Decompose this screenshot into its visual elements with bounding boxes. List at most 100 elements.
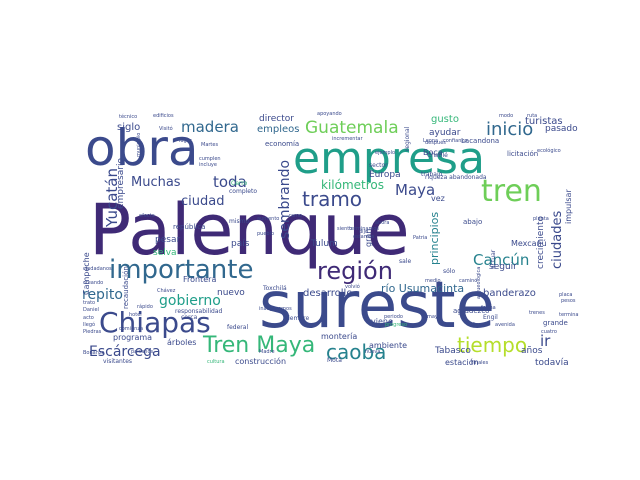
word: estación <box>445 358 479 367</box>
word: sector <box>369 162 388 169</box>
word: forma <box>481 305 496 311</box>
word: completo <box>229 188 258 195</box>
word: Frontera <box>183 275 217 284</box>
word: turistas <box>525 116 563 127</box>
word: Chablé <box>427 152 448 159</box>
word: Mexcanú <box>511 239 547 248</box>
word: incrementar <box>332 136 363 142</box>
word: desarrollo <box>303 288 353 299</box>
word: empresa <box>293 133 485 184</box>
word: tramo <box>302 187 363 211</box>
word: Boca <box>423 148 443 157</box>
word: edificios <box>153 113 174 119</box>
word: agradezco <box>453 307 490 315</box>
word: gobierno <box>159 293 221 309</box>
word: Tren Maya <box>203 333 316 358</box>
word: Escárcega <box>89 344 161 360</box>
word: caoba <box>326 340 387 364</box>
word: años <box>521 346 543 356</box>
word: banderazo <box>483 288 536 299</box>
word: Cerro <box>231 180 248 187</box>
word: Chávez <box>157 288 176 294</box>
word: selva <box>153 248 177 258</box>
word: técnico <box>119 114 138 120</box>
word: Toxchilá <box>263 285 287 292</box>
word: Visitó <box>159 126 173 132</box>
word: volvió <box>345 284 360 290</box>
word: principios <box>428 211 441 265</box>
word: construcción <box>235 357 287 366</box>
word: seguir <box>489 262 517 272</box>
word: sale <box>399 258 412 265</box>
word: tiempo <box>457 333 528 357</box>
word: acto <box>83 315 94 321</box>
word: Europa <box>369 170 401 180</box>
word: cuatro <box>541 329 557 335</box>
word: Bonanza <box>83 350 105 356</box>
word: mayo <box>427 314 441 320</box>
word: licitación <box>507 150 539 158</box>
word: montería <box>321 332 358 341</box>
word: Maya <box>395 181 436 199</box>
word: después <box>425 140 446 146</box>
word: progreso <box>385 322 408 328</box>
word: Madre <box>259 349 275 355</box>
word: medio <box>425 278 441 284</box>
word: ayudar <box>429 128 461 138</box>
word: pesos <box>561 298 576 304</box>
word: ambiente <box>369 341 408 350</box>
word: efecto <box>139 213 155 219</box>
word: rápido <box>137 304 153 310</box>
word: federal <box>227 324 249 331</box>
word: creando <box>83 280 104 286</box>
word: obra <box>85 119 199 177</box>
word: sólo <box>443 268 456 275</box>
word: actuar <box>490 249 497 269</box>
word: viene <box>371 317 393 326</box>
word: nueva <box>365 349 381 355</box>
word: cumplen <box>199 156 221 162</box>
word: región <box>317 257 393 285</box>
word: árboles <box>167 338 197 347</box>
word: cultura <box>207 359 225 365</box>
word: Tabasco <box>435 346 471 356</box>
word: Finales <box>471 360 489 366</box>
word: regional <box>404 126 411 151</box>
word: terminar <box>559 312 579 318</box>
word: kilómetros <box>321 178 384 192</box>
word: trenes <box>529 310 545 316</box>
word: responsabilidad <box>175 308 223 315</box>
word: siempre <box>285 315 310 322</box>
word: riqueza abandonada <box>425 174 487 181</box>
word: Leona <box>423 138 439 144</box>
word: empleos <box>257 124 300 135</box>
word: lugar <box>179 138 192 144</box>
word: programa <box>113 333 153 342</box>
word: aumento <box>257 216 280 222</box>
word: Cancún <box>473 251 530 269</box>
word: país <box>231 239 250 249</box>
word: Muchas <box>131 175 181 190</box>
word: ramo <box>289 213 303 219</box>
word: inauguremos <box>259 306 292 312</box>
word: Tulum <box>311 239 338 249</box>
word: estamos <box>353 234 375 240</box>
word: apoyando <box>317 111 342 117</box>
word: nuevo <box>217 288 245 298</box>
word: sureste <box>259 269 495 343</box>
word: todavía <box>535 358 569 368</box>
word: mismo <box>229 218 250 225</box>
word: Guatemala <box>305 118 399 138</box>
word: ruta <box>527 113 538 119</box>
word: arqueológica <box>476 266 482 299</box>
word: hotel <box>129 312 142 318</box>
word: Palenque <box>89 189 410 271</box>
word: municipio <box>136 132 142 157</box>
word: gusto <box>431 114 459 125</box>
word: río Usumacinta <box>381 282 465 295</box>
word: recaudación <box>122 266 130 309</box>
word: cerca <box>181 314 198 321</box>
word: pesar <box>155 235 181 245</box>
word: Patria <box>413 235 428 241</box>
